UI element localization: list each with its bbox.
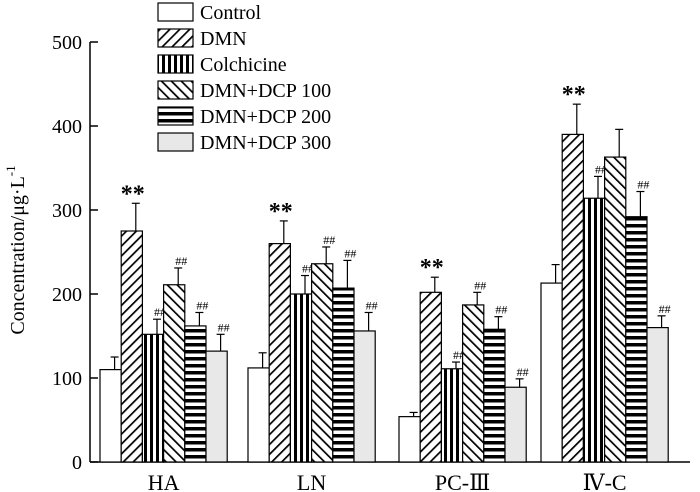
significance-marker: ##	[154, 305, 166, 319]
legend-label: DMN+DCP 100	[200, 80, 331, 102]
bar	[483, 328, 506, 463]
x-tick-labels: HA LN PC-Ⅲ Ⅳ-C	[148, 470, 627, 492]
significance-marker: ##	[344, 246, 356, 260]
bar	[99, 369, 122, 463]
significance-marker: ##	[474, 278, 486, 292]
x-tick-label: PC-Ⅲ	[435, 470, 490, 492]
legend: Control DMN Colchicine DMN+DCP 100 DMN+DCP 2…	[157, 2, 331, 154]
y-tick-label: 400	[52, 116, 82, 138]
significance-marker: **	[121, 181, 145, 207]
bar	[561, 133, 585, 463]
legend-swatch	[157, 2, 194, 22]
bar	[462, 304, 485, 463]
bar	[289, 293, 313, 463]
legend-swatch	[157, 132, 194, 152]
bar	[540, 282, 563, 463]
bar	[398, 416, 421, 463]
bar	[625, 216, 648, 463]
bar	[353, 330, 376, 463]
legend-label: Colchicine	[200, 54, 287, 76]
significance-marker: ##	[517, 365, 529, 379]
legend-label: DMN+DCP 300	[200, 132, 331, 154]
significance-marker: ##	[495, 303, 507, 317]
y-tick-label: 300	[52, 200, 82, 222]
bar	[332, 287, 355, 463]
y-ticks: 0 100 200 300 400 500	[52, 32, 98, 474]
bar	[504, 386, 527, 463]
significance-marker: ##	[453, 348, 465, 362]
y-tick-label: 0	[72, 452, 82, 474]
legend-swatch	[157, 106, 194, 126]
legend-label: DMN+DCP 200	[200, 106, 331, 128]
y-tick-label: 100	[52, 368, 82, 390]
bars-layer: **########**########**########**######	[99, 82, 671, 463]
legend-swatch	[157, 28, 194, 48]
significance-marker: ##	[323, 233, 335, 247]
bar	[582, 197, 606, 463]
bar	[163, 284, 186, 463]
bar	[440, 368, 464, 463]
significance-marker: ##	[659, 302, 671, 316]
bar	[419, 291, 443, 463]
x-tick-label: Ⅳ-C	[583, 470, 627, 492]
significance-marker: ##	[302, 262, 314, 276]
significance-marker: **	[420, 255, 444, 281]
significance-marker: ##	[175, 254, 187, 268]
bar	[247, 367, 270, 463]
bar	[646, 327, 669, 463]
x-tick-label: LN	[297, 470, 326, 492]
y-tick-label: 500	[52, 32, 82, 54]
legend-label: DMN	[200, 28, 247, 50]
bar	[141, 333, 165, 463]
bar	[311, 263, 334, 463]
legend-swatch	[157, 80, 194, 100]
y-tick-label: 200	[52, 284, 82, 306]
significance-marker: ##	[196, 298, 208, 312]
y-axis-title-superscript: -1	[3, 165, 18, 176]
bar	[603, 156, 627, 463]
bar	[205, 350, 228, 463]
y-axis-title-text: Concentration/μg·L	[7, 176, 29, 334]
y-axis-title: Concentration/μg·L-1	[3, 165, 29, 334]
significance-marker: ##	[218, 320, 230, 334]
significance-marker: **	[562, 82, 586, 108]
legend-swatch	[157, 54, 194, 74]
significance-marker: ##	[366, 298, 378, 312]
x-tick-label: HA	[148, 470, 180, 492]
bar	[268, 243, 292, 463]
significance-marker: **	[269, 199, 293, 225]
significance-marker: ##	[637, 178, 649, 192]
bar	[184, 325, 207, 463]
bar	[120, 230, 143, 463]
legend-label: Control	[200, 2, 262, 24]
